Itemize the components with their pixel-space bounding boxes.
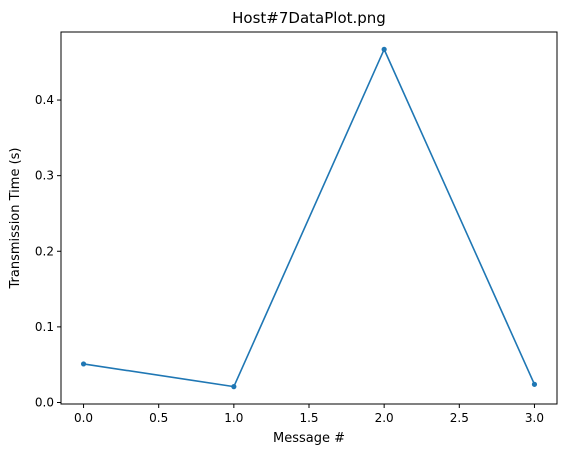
y-axis-ticks: 0.0 0.1 0.2 0.3 0.4 (35, 93, 61, 409)
x-tick-label: 2.0 (375, 411, 394, 425)
x-tick-label: 1.5 (299, 411, 318, 425)
plot-area (80, 46, 538, 390)
chart-title: Host#7DataPlot.png (232, 9, 386, 27)
data-point (231, 384, 237, 390)
series-line (83, 48, 536, 388)
x-tick-label: 1.0 (224, 411, 243, 425)
y-tick-label: 0.3 (35, 169, 54, 183)
data-point (80, 361, 87, 367)
y-tick-label: 0.4 (35, 93, 54, 107)
y-tick-label: 0.0 (35, 395, 54, 409)
x-tick-label: 0.0 (74, 411, 93, 425)
data-point (381, 46, 387, 52)
y-axis-label: Transmission Time (s) (8, 148, 23, 290)
x-tick-label: 3.0 (525, 411, 544, 425)
x-axis-ticks: 0.0 0.5 1.0 1.5 2.0 2.5 3.0 (74, 404, 544, 425)
y-tick-label: 0.1 (35, 320, 54, 334)
data-point (531, 381, 538, 387)
y-tick-label: 0.2 (35, 244, 54, 258)
x-axis-label: Message # (273, 431, 345, 446)
x-tick-label: 2.5 (450, 411, 469, 425)
x-tick-label: 0.5 (149, 411, 168, 425)
